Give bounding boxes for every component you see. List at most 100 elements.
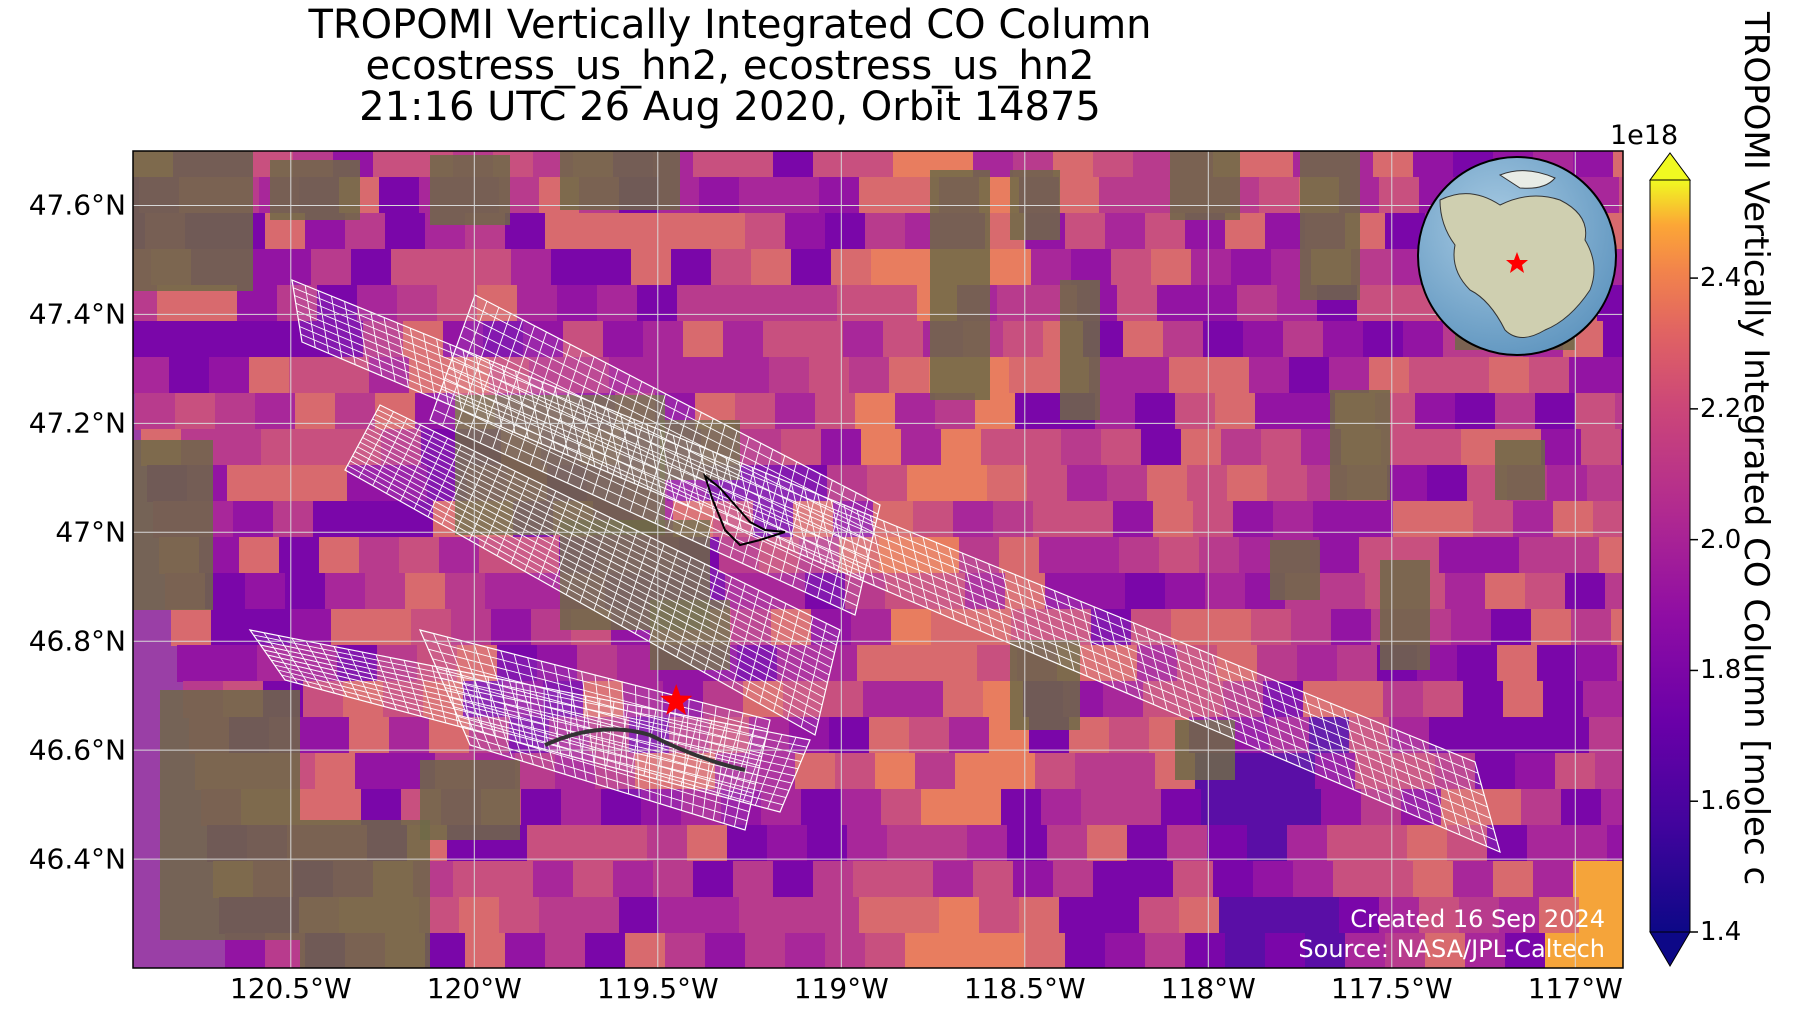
co-pixel xyxy=(1065,933,1106,968)
co-pixel xyxy=(921,789,962,826)
co-pixel xyxy=(1291,609,1332,646)
co-pixel xyxy=(1059,177,1100,214)
co-pixel xyxy=(1269,717,1310,754)
co-pixel xyxy=(853,151,894,178)
co-pixel xyxy=(1227,465,1268,502)
co-pixel xyxy=(329,357,370,394)
co-pixel xyxy=(315,753,356,790)
terrain-patch xyxy=(1060,280,1100,420)
co-pixel xyxy=(1369,357,1410,394)
co-pixel xyxy=(877,285,918,322)
co-pixel xyxy=(1613,861,1623,898)
co-pixel xyxy=(1363,321,1404,358)
co-pixel xyxy=(851,609,892,646)
co-pixel xyxy=(1619,177,1623,214)
co-pixel xyxy=(897,645,938,682)
co-pixel xyxy=(1121,789,1162,826)
co-pixel xyxy=(1305,933,1346,968)
co-pixel xyxy=(1525,573,1566,610)
co-pixel xyxy=(1497,645,1538,682)
lon-tick-label: 120.5°W xyxy=(229,972,352,1005)
co-pixel xyxy=(603,321,644,358)
co-pixel xyxy=(517,285,558,322)
co-pixel xyxy=(1603,321,1623,358)
co-pixel xyxy=(307,465,348,502)
co-pixel xyxy=(373,151,414,178)
co-pixel xyxy=(485,573,526,610)
co-pixel xyxy=(727,825,768,862)
co-pixel xyxy=(533,861,574,898)
co-pixel xyxy=(779,897,820,934)
co-pixel xyxy=(1205,573,1246,610)
co-pixel xyxy=(791,249,832,286)
co-pixel xyxy=(915,753,956,790)
co-pixel xyxy=(863,681,904,718)
co-pixel xyxy=(1739,897,1780,934)
co-pixel xyxy=(861,429,902,466)
lon-tick-label: 119°W xyxy=(793,972,889,1005)
lat-lon-gridlines xyxy=(133,151,1623,968)
co-pixel xyxy=(1319,537,1360,574)
co-pixel xyxy=(1001,789,1042,826)
co-pixel xyxy=(1123,321,1164,358)
co-pixel xyxy=(301,429,342,466)
co-pixel xyxy=(849,357,890,394)
co-pixel xyxy=(1119,537,1160,574)
co-pixel xyxy=(841,789,882,826)
co-pixel xyxy=(1165,573,1206,610)
co-pixel xyxy=(237,285,278,322)
co-pixel xyxy=(1781,429,1799,466)
co-pixel xyxy=(1745,933,1786,970)
terrain-patch xyxy=(1495,440,1545,500)
co-pixel xyxy=(1065,213,1106,250)
co-pixel xyxy=(1531,609,1572,646)
co-pixel xyxy=(1159,537,1200,574)
co-pixel xyxy=(1617,645,1623,682)
co-pixel xyxy=(355,753,396,790)
co-pixel xyxy=(1125,573,1166,610)
co-pixel xyxy=(1259,177,1300,214)
co-pixel xyxy=(625,213,666,250)
co-pixel xyxy=(365,573,406,610)
co-pixel xyxy=(981,429,1022,466)
co-pixel xyxy=(1613,151,1623,178)
co-pixel xyxy=(511,249,552,286)
co-pixel xyxy=(1211,609,1252,646)
co-pixel xyxy=(1207,825,1248,862)
co-pixel xyxy=(745,213,786,250)
co-pixel xyxy=(1415,393,1456,430)
co-pixel xyxy=(279,537,320,574)
co-pixel xyxy=(1333,861,1374,898)
co-pixel xyxy=(385,213,426,250)
co-pixel xyxy=(601,789,642,826)
co-pixel xyxy=(1099,177,1140,214)
co-pixel xyxy=(387,465,428,502)
co-pixel xyxy=(1243,321,1284,358)
co-pixel xyxy=(557,285,598,322)
co-pixel xyxy=(779,177,820,214)
co-pixel xyxy=(767,825,808,862)
co-pixel xyxy=(255,393,296,430)
co-pixel xyxy=(405,573,446,610)
co-pixel xyxy=(1117,285,1158,322)
co-pixel xyxy=(295,393,336,430)
co-pixel xyxy=(813,151,854,178)
co-pixel xyxy=(1003,321,1044,358)
co-pixel xyxy=(729,357,770,394)
co-pixel xyxy=(967,825,1008,862)
co-pixel xyxy=(1383,681,1424,718)
co-pixel xyxy=(751,969,792,1006)
satellite-imagery-patches xyxy=(133,151,1575,968)
co-pixel xyxy=(1537,645,1578,682)
co-pixel xyxy=(711,249,752,286)
co-pixel xyxy=(853,861,894,898)
terrain-patch xyxy=(1270,540,1320,600)
co-pixel xyxy=(901,429,942,466)
co-pixel xyxy=(1455,393,1496,430)
co-pixel xyxy=(321,789,362,826)
co-pixel xyxy=(1545,933,1586,968)
co-pixel xyxy=(1499,897,1540,934)
co-pixel xyxy=(815,393,856,430)
co-pixel xyxy=(887,825,928,862)
co-pixel xyxy=(1621,429,1623,466)
